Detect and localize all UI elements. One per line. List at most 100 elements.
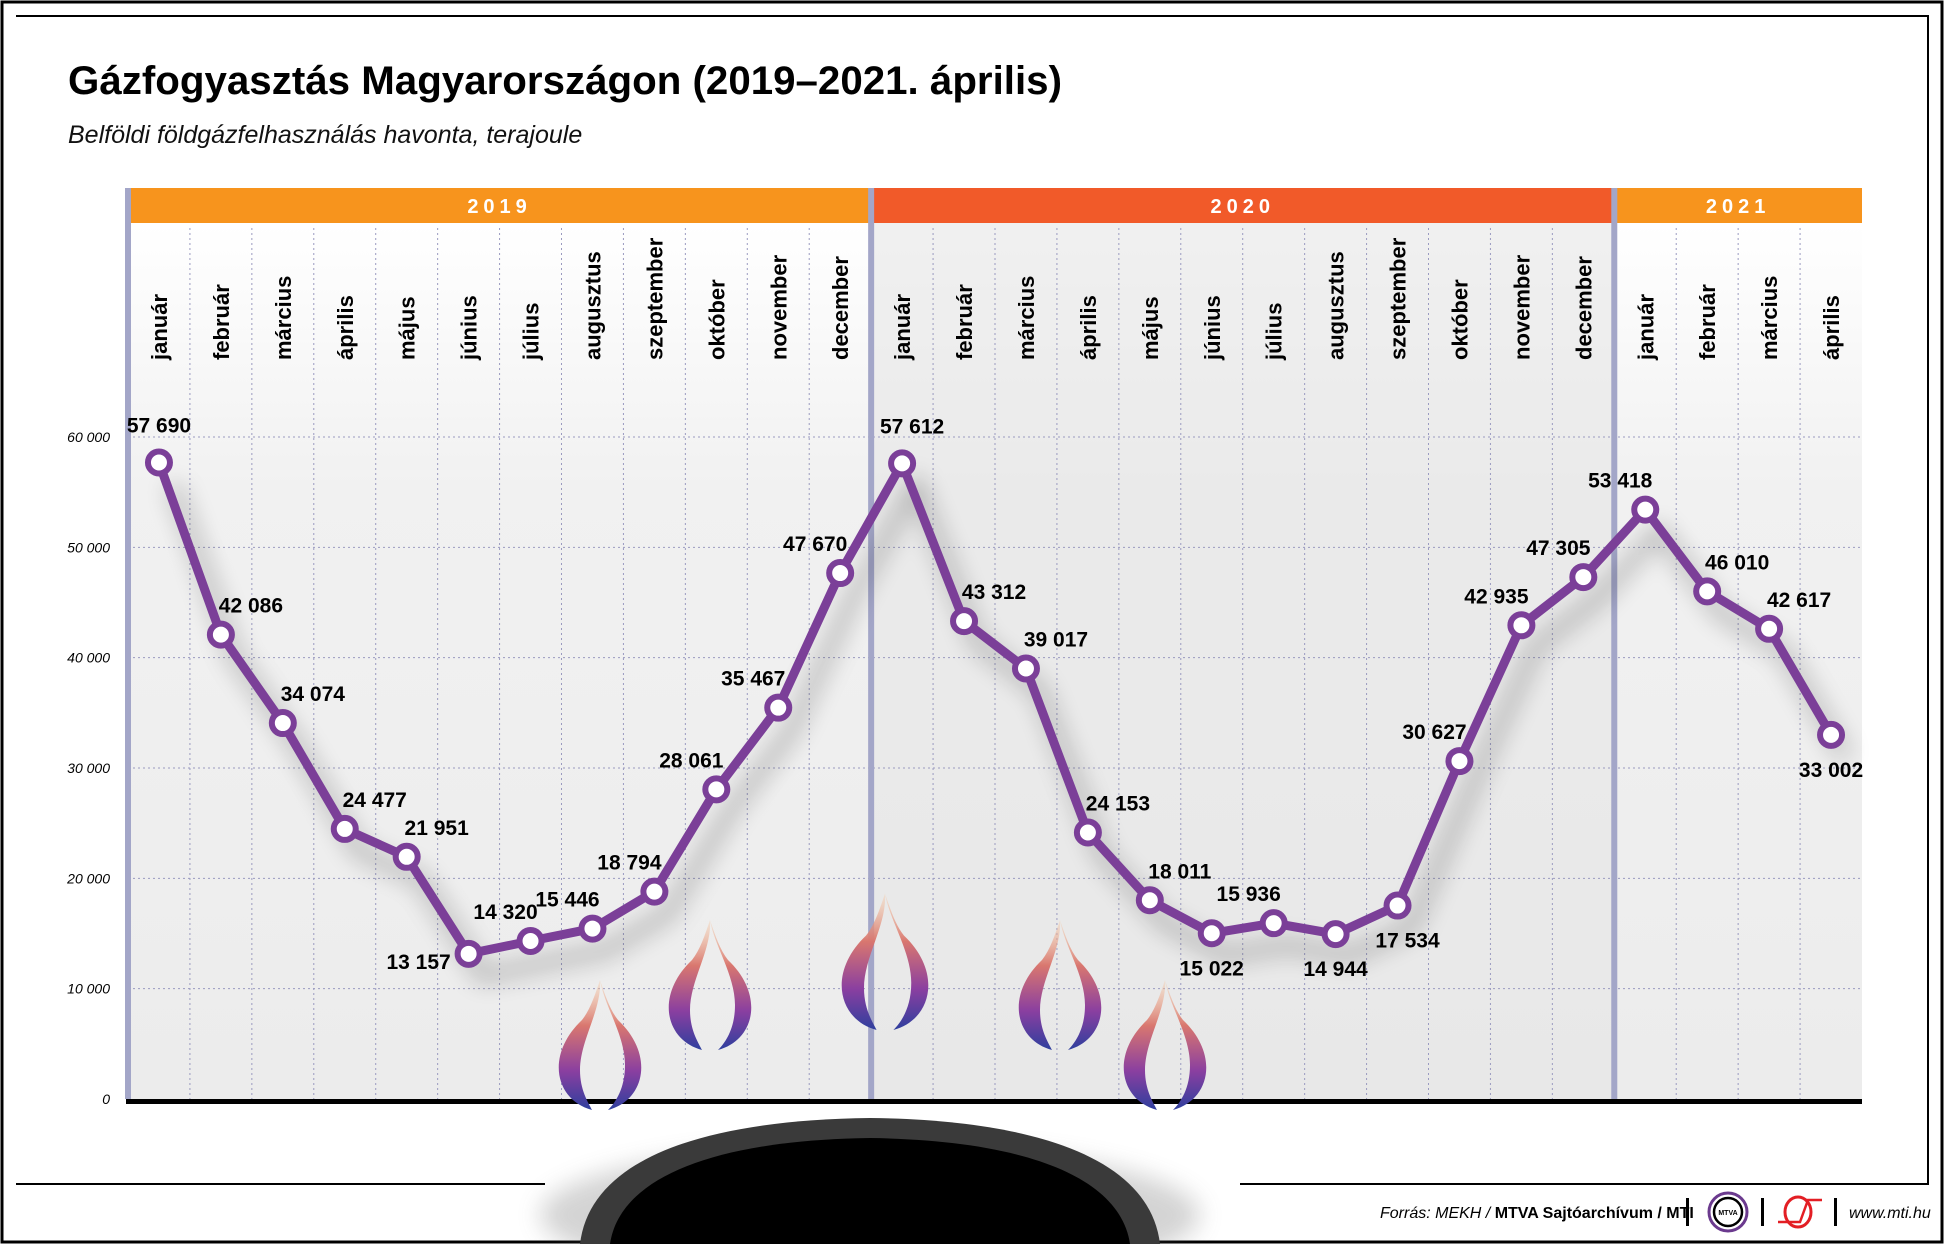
x-axis-baseline [126,1099,1862,1104]
data-label: 30 627 [1402,721,1466,744]
month-label: május [395,296,420,360]
month-label: július [1262,303,1287,361]
data-point [1507,611,1536,640]
data-point [1817,720,1846,749]
flame-left [1123,980,1166,1110]
year-label: 2020 [1210,196,1275,218]
month-label: december [1571,256,1596,360]
chart-subtitle: Belföldi földgázfelhasználás havonta, te… [68,121,582,149]
month-label: szeptember [1386,237,1411,360]
month-label: október [704,279,729,360]
data-label: 39 017 [1024,629,1088,652]
flame-icon [668,920,752,1050]
month-label: január [147,294,172,361]
data-point [454,939,483,968]
month-label: február [952,284,977,360]
flame-left [668,920,711,1050]
data-point [1321,920,1350,949]
mtva-logo: MTVA [1707,1191,1749,1233]
data-label: 34 074 [281,683,346,706]
month-label: szeptember [642,237,667,360]
flame-right [1060,920,1102,1050]
mti-logo [1778,1195,1822,1229]
data-point [640,877,669,906]
flame-right [710,920,752,1050]
data-label: 28 061 [659,749,724,772]
month-label: május [1138,296,1163,360]
data-label: 46 010 [1705,551,1769,574]
year-header-bar [1614,188,1862,223]
data-point [1631,495,1660,524]
data-point [144,448,173,477]
month-label: január [1633,294,1658,361]
data-label: 42 935 [1464,585,1529,608]
month-label: április [1819,295,1844,360]
inner-frame [16,15,1929,1185]
month-label: január [890,294,915,361]
year-label: 2019 [467,196,532,218]
month-label: február [1695,284,1720,360]
flame-left [558,980,601,1110]
data-label: 21 951 [405,817,470,840]
data-label: 24 153 [1086,793,1150,816]
month-label: augusztus [1324,251,1349,360]
year-divider [1611,188,1618,1099]
separator [1686,1198,1689,1226]
year-divider [125,188,131,1099]
data-point [578,914,607,943]
data-label: 17 534 [1375,930,1440,953]
y-tick-label: 60 000 [67,429,110,445]
data-point [1011,654,1040,683]
data-label: 33 002 [1799,759,1863,782]
month-label: április [1076,295,1101,360]
data-point [826,559,855,588]
data-label: 14 944 [1303,958,1368,981]
chart-title: Gázfogyasztás Magyarországon (2019–2021.… [68,59,1062,103]
flame-right [1165,980,1207,1110]
footer: Forrás: MEKH / MTVA Sajtóarchívum / MTI … [1380,1191,1931,1233]
data-label: 13 157 [386,951,450,974]
data-point [1569,563,1598,592]
data-label: 43 312 [962,581,1026,604]
flame-right [885,893,929,1030]
gas-burner-illustration [540,1118,1200,1244]
data-label: 47 305 [1526,537,1591,560]
data-label: 57 612 [880,415,944,438]
data-label: 15 936 [1217,883,1281,906]
data-label: 47 670 [783,533,847,556]
separator [1761,1198,1764,1226]
month-label: június [1200,295,1225,361]
month-label: október [1447,279,1472,360]
flame-icon [558,980,642,1110]
y-tick-label: 10 000 [67,981,110,997]
flame-icon [1018,920,1102,1050]
data-point [206,620,235,649]
y-tick-label: 0 [102,1091,110,1107]
data-point [764,693,793,722]
flames [558,893,1207,1110]
month-label: december [828,256,853,360]
month-label: augusztus [580,251,605,360]
plot-area: 2019 2020 2021 0 10 000 20 000 30 000 40 000 50 … [66,188,1863,1107]
data-label: 57 690 [127,414,191,437]
data-point [1135,886,1164,915]
data-label: 35 467 [721,668,785,691]
flame-left [841,893,886,1030]
source-text: Forrás: MEKH / MTVA Sajtóarchívum / MTI [1380,1205,1694,1222]
data-label: 18 011 [1148,860,1211,883]
data-label: 24 477 [343,789,407,812]
year-header-bar [128,188,872,223]
data-point [1259,909,1288,938]
separator [1834,1198,1837,1226]
month-label: március [271,276,296,360]
data-point [516,927,545,956]
flame-icon [1123,980,1207,1110]
data-label: 18 794 [597,852,662,875]
data-point [1383,891,1412,920]
month-label: november [1509,254,1534,360]
month-label: november [766,254,791,360]
data-point [1073,818,1102,847]
data-point [392,842,421,871]
year-divider [868,188,875,1099]
